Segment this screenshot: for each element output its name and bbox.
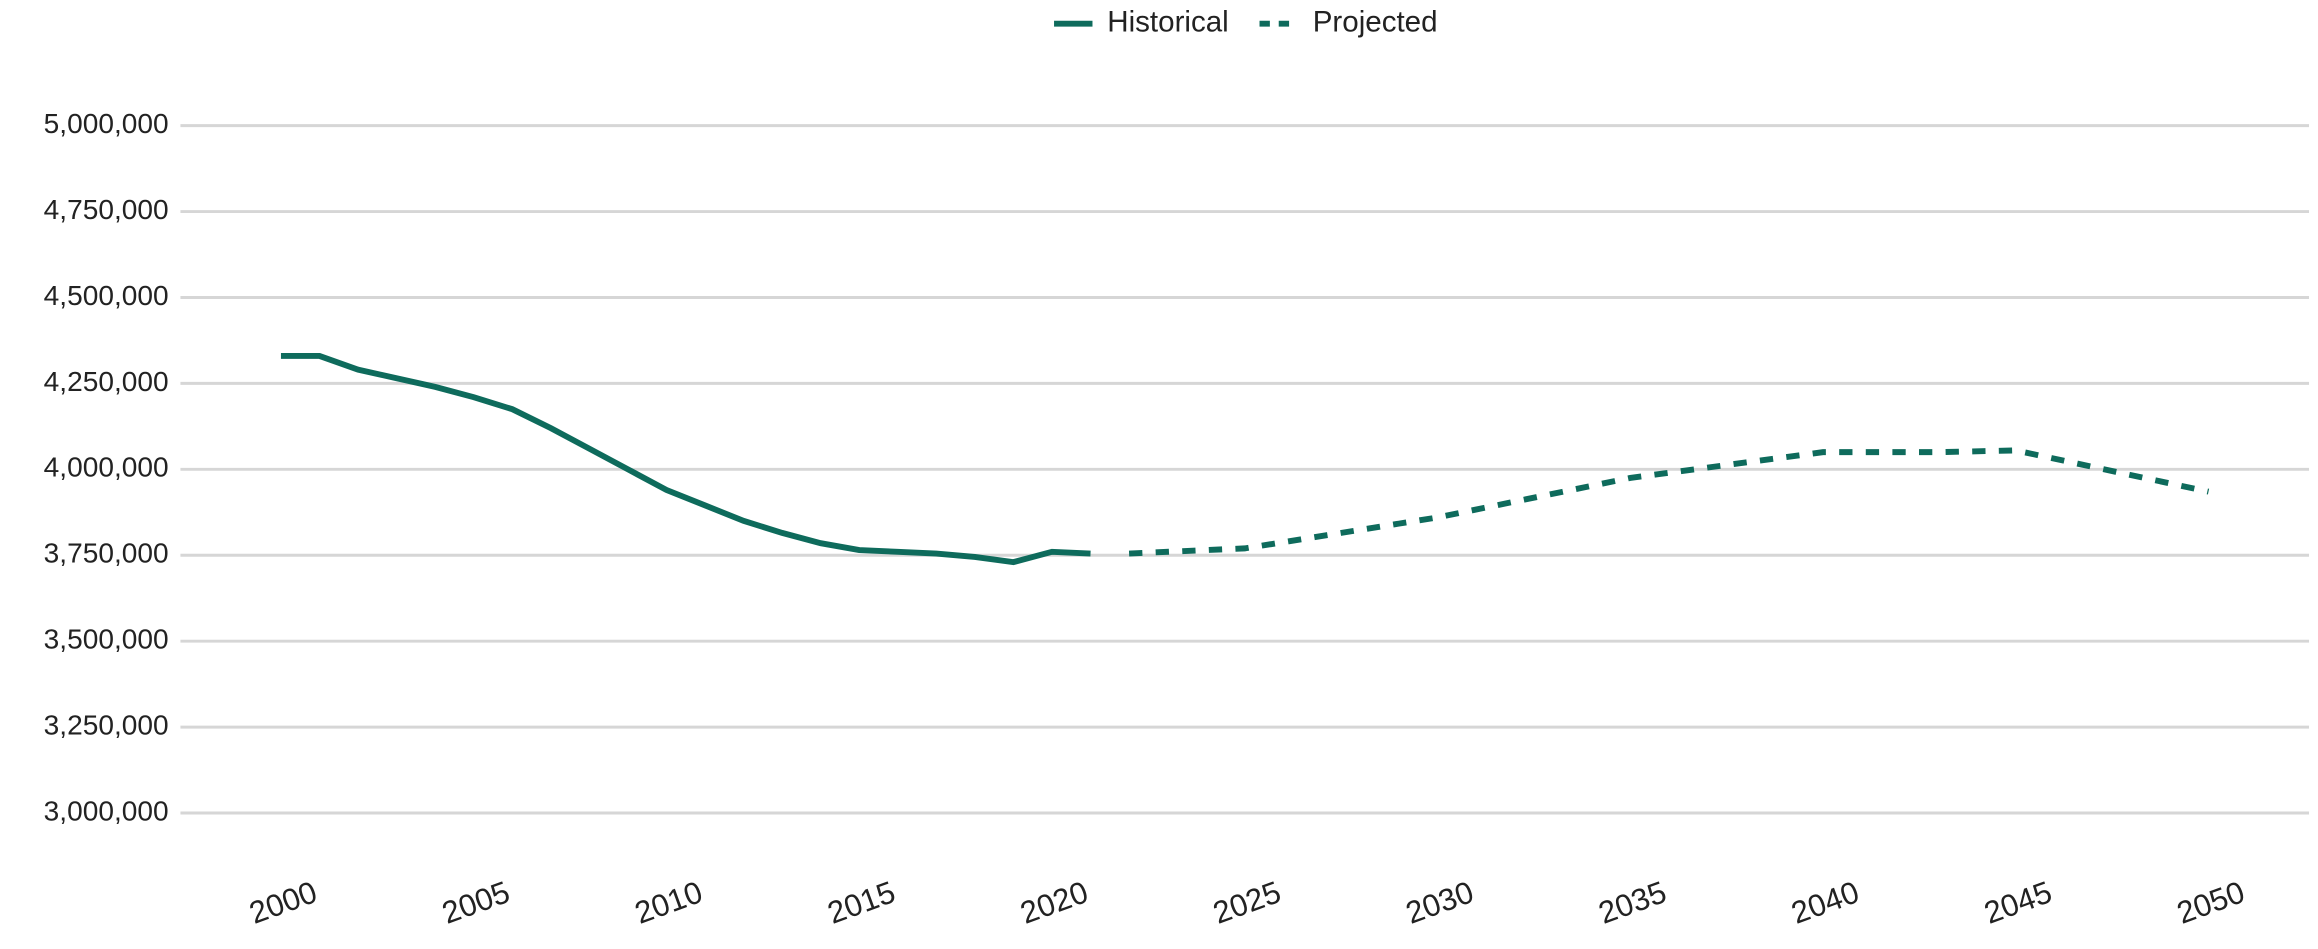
x-tick-label: 2050 <box>2172 874 2249 931</box>
x-tick-label: 2020 <box>1016 874 1093 931</box>
y-tick-label: 3,500,000 <box>44 624 169 655</box>
legend-label: Projected <box>1313 5 1438 38</box>
y-tick-label: 5,000,000 <box>44 108 169 139</box>
x-tick-label: 2040 <box>1787 874 1864 931</box>
x-tick-label: 2005 <box>437 874 514 931</box>
y-tick-label: 4,750,000 <box>44 194 169 225</box>
x-tick-label: 2010 <box>630 874 707 931</box>
x-tick-label: 2045 <box>1980 874 2057 931</box>
x-tick-label: 2025 <box>1208 874 1285 931</box>
y-tick-label: 4,000,000 <box>44 452 169 483</box>
x-tick-label: 2035 <box>1594 874 1671 931</box>
y-tick-label: 3,250,000 <box>44 710 169 741</box>
y-tick-label: 3,750,000 <box>44 538 169 569</box>
series-line <box>1128 447 2210 557</box>
x-tick-label: 2015 <box>823 874 900 931</box>
y-tick-label: 4,250,000 <box>44 366 169 397</box>
x-tick-label: 2030 <box>1401 874 1478 931</box>
y-tick-label: 4,500,000 <box>44 280 169 311</box>
series-line <box>280 352 1091 566</box>
y-tick-label: 3,000,000 <box>44 795 169 826</box>
legend-label: Historical <box>1107 5 1229 38</box>
x-tick-label: 2000 <box>245 874 322 931</box>
